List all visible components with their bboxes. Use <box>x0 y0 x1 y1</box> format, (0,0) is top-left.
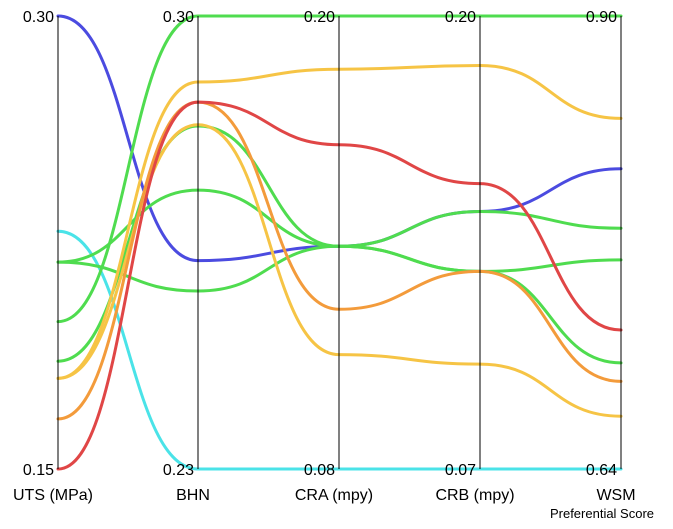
tick-max-bhn: 0.30 <box>163 9 194 26</box>
series-line-green-2 <box>56 124 623 363</box>
tick-max-wsm: 0.90 <box>586 9 617 26</box>
tick-max-uts: 0.30 <box>23 9 54 26</box>
axis-layer: 0.30 0.15 0.30 0.23 0.20 0.08 0.20 0.07 … <box>13 9 654 521</box>
axis-label-wsm: WSM <box>596 487 635 504</box>
axis-sublabel-wsm: Preferential Score <box>550 506 654 521</box>
series-line-yellow-1 <box>56 63 623 380</box>
tick-max-crb: 0.20 <box>445 9 476 26</box>
axis-label-cra: CRA (mpy) <box>295 487 373 504</box>
series-line-orange <box>56 100 623 421</box>
series-line-green-1 <box>56 14 623 324</box>
tick-max-cra: 0.20 <box>304 9 335 26</box>
tick-min-uts: 0.15 <box>23 462 54 479</box>
series-line-red <box>56 100 623 471</box>
axis-label-uts: UTS (MPa) <box>13 487 93 504</box>
tick-min-crb: 0.07 <box>445 462 476 479</box>
tick-min-wsm: 0.64 <box>586 462 617 479</box>
tick-min-cra: 0.08 <box>304 462 335 479</box>
tick-min-bhn: 0.23 <box>163 462 194 479</box>
series-line-cyan <box>56 229 623 471</box>
axis-label-crb: CRB (mpy) <box>435 487 514 504</box>
axis-label-bhn: BHN <box>176 487 210 504</box>
